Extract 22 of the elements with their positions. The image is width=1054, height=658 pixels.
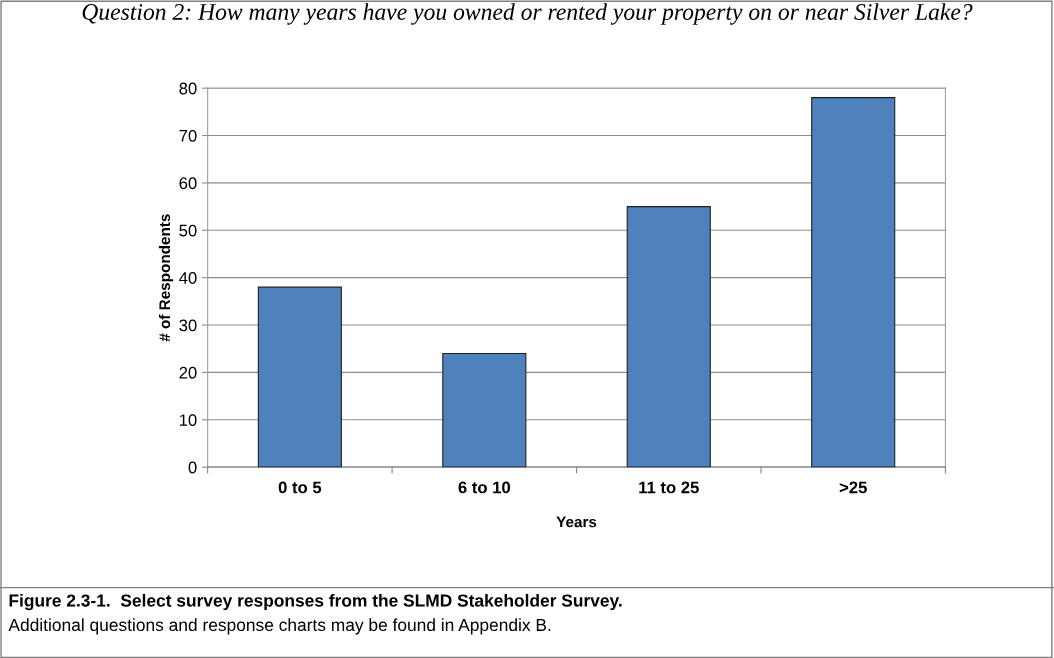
- x-tick-label: 0 to 5: [278, 481, 322, 494]
- x-tick-label: 6 to 10: [458, 481, 511, 494]
- bar: [257, 286, 342, 468]
- text: Additional questions and response charts may be found in Appendix B.: [8, 618, 551, 635]
- y-tick-label: 10: [179, 414, 197, 427]
- chart-title: Question 2: How many years have you owned or rented your property on or near Silver Lake?: [82, 3, 973, 25]
- bar: [626, 206, 711, 468]
- y-tick-label: 20: [179, 366, 197, 379]
- y-tick-label: 80: [179, 82, 197, 95]
- y-tick-label: 70: [179, 129, 197, 142]
- y-tick-label: 0: [188, 461, 197, 474]
- y-tick-label: 40: [179, 272, 197, 284]
- x-tick-label: 11 to 25: [639, 481, 699, 494]
- y-tick-label: 60: [179, 177, 197, 190]
- y-tick-label: 50: [179, 224, 197, 237]
- y-tick-label: 30: [179, 319, 197, 332]
- x-tick-label: >25: [839, 481, 867, 494]
- caption: Figure 2.3-1. Select survey responses from the SLMD Stakeholder Survey.: [9, 593, 622, 611]
- bar: [442, 352, 527, 468]
- bar: [811, 97, 896, 468]
- y-axis-title: # of Respondents: [158, 214, 174, 342]
- x-axis-title: Years: [556, 516, 597, 528]
